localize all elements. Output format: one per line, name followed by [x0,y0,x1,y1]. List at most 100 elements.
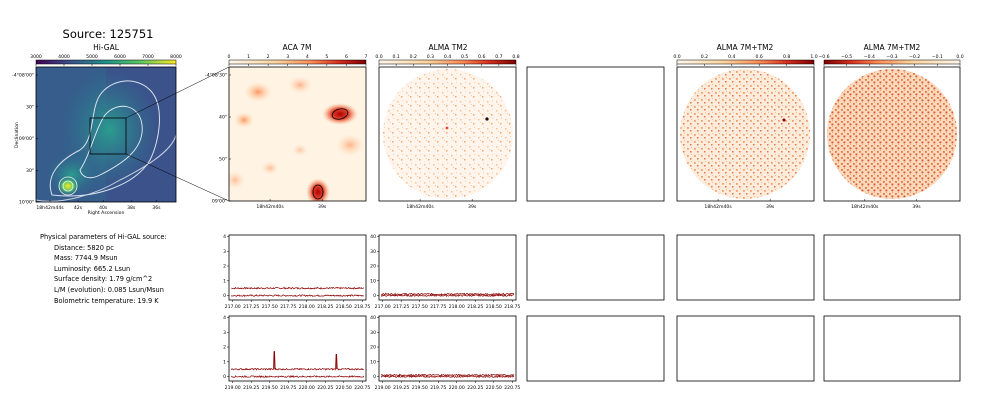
x-tick-label: 217.25 [393,304,409,310]
x-tick-label: 217.75 [430,304,446,310]
primary-beam-disk [680,69,810,199]
param-distance: Distance: 5820 pc [54,243,114,252]
colorbar-tick-label: 4 [306,54,309,60]
ra-tick-label: 36s [152,205,161,211]
colorbar-ticks: 0.0 0.1 0.2 0.3 0.4 0.5 0.6 0.7 0.8 [375,54,520,66]
axes-frame [228,315,367,382]
point-source [782,118,786,122]
spectrum-series-line [380,294,514,298]
y-tick-label: 4 [223,234,226,240]
colorbar-tick-label: 5000 [86,54,98,60]
ra-tick-label: 18h42m44s [36,205,64,211]
x-tick-label: 220.50 [486,385,502,391]
physical-parameters: Physical parameters of Hi-GAL source: Di… [40,232,167,306]
colorbar-ticks: 0.0 0.2 0.4 0.6 0.8 1.0 [673,54,818,66]
spectrum-tm2-spw2: 219.00 219.25 219.50 219.75 220.00 220.25 220.… [370,315,520,391]
y-tick-label: 0 [223,374,226,380]
y-tick-label: 20 [370,264,376,270]
colorbar-tick-label: 0.2 [701,54,708,60]
ra-tick-labels: 18h42m40s 39s [851,199,921,210]
param-mass: Mass: 7744.9 Msun [54,254,118,263]
x-tick-label: 220.25 [317,385,333,391]
axes-frame [378,234,517,301]
colorbar-ticks: 3000 4000 5000 6000 7000 8000 [30,54,182,66]
aca-image [229,67,366,201]
ra-tick-label: 39s [766,204,775,210]
x-tick-label: 220.75 [354,385,370,391]
x-tick-label: 219.25 [243,385,259,391]
ra-tick-label: 39s [912,204,921,210]
colorbar-tick-label: 0.8 [512,54,519,60]
colorbar-tick-label: 0 [228,54,231,60]
ra-tick-labels: 18h42m44s 42s 40s 38s 36s [36,200,161,211]
colorbar-tick-label: 5 [325,54,328,60]
y-tick-label: 1 [223,278,226,284]
ra-tick-label: 18h42m40s [704,204,732,210]
spectrum-aca-spw1: 217.00 217.25 217.50 217.75 218.00 218.25 218.… [223,234,370,310]
y-tick-label: 10 [370,359,376,365]
x-tick-label: 218.00 [449,304,465,310]
dec-tick-label: -4°08'30" [205,73,227,79]
dec-tick-label: 40" [219,115,227,121]
param-surface-density: Surface density: 1.79 g/cm^2 [54,275,153,284]
colorbar-tick-label: 0.2 [410,54,417,60]
y-tick-label: 3 [223,330,226,336]
y-tick-label: 0 [373,293,376,299]
colorbar [824,60,960,64]
map-panel-higal: Hi-GAL 3000 4000 5000 6000 7000 8000 18h42m44… [12,43,182,216]
ra-tick-label: 40s [99,205,108,211]
params-heading: Physical parameters of Hi-GAL source: [40,233,167,241]
colorbar-tick-label: 0.6 [478,54,485,60]
spectrum-series-line [230,375,365,379]
y-tick-label: 10 [370,278,376,284]
colorbar-tick-label: 6000 [114,54,126,60]
colorbar-tick-label: 0.3 [427,54,434,60]
ra-tick-label: 39s [468,204,477,210]
x-tick-label: 220.00 [299,385,315,391]
colorbar [379,60,516,64]
colorbar-tick-label: 0.0 [956,54,963,60]
colorbar-tick-label: 0.0 [375,54,382,60]
x-tick-label: 218.75 [354,304,370,310]
spectrum-series-line [230,294,364,298]
y-tick-label: 40 [370,234,376,240]
map-title: ALMA TM2 [428,43,467,52]
y-tick-label: 40 [370,315,376,321]
zoom-line [125,66,230,119]
x-tick-label: 219.25 [393,385,409,391]
ra-tick-labels: 18h42m40s 39s [256,199,327,210]
x-tick-label: 218.25 [317,304,333,310]
dec-tick-label: 50" [219,157,227,163]
x-tick-label: 219.75 [430,385,446,391]
colorbar-tick-label: 1.0 [810,54,817,60]
ra-tick-labels: 18h42m40s 39s [704,199,775,210]
x-tick-label: 220.50 [336,385,352,391]
colorbar-frame [676,59,815,65]
colorbar-tick-label: 0.4 [444,54,451,60]
colorbar-tick-label: 0.4 [728,54,735,60]
param-lm-ratio: L/M (evolution): 0.085 Lsun/Msun [54,285,164,294]
figure-title: Source: 125751 [63,27,154,41]
colorbar-tick-label: 7 [365,54,368,60]
y-tick-label: 30 [370,249,376,255]
colorbar-tick-label: 7000 [142,54,154,60]
x-tick-label: 219.50 [262,385,278,391]
y-tick-label: 2 [223,264,226,270]
x-tick-label: 220.00 [449,385,465,391]
colorbar-tick-label: −0.3 [886,54,897,60]
colorbar-tick-label: 1 [247,54,250,60]
axes-frame [228,234,367,301]
yaxis-label: Declination [14,122,20,148]
y-tick-label: 2 [223,345,226,351]
dec-tick-labels: -4°08'00" 30" 09'00" 30" 10'00" [12,73,38,206]
colorbar-tick-label: 8000 [170,54,182,60]
param-luminosity: Luminosity: 665.2 Lsun [54,264,131,273]
spectrum-tm2-spw1: 217.00 217.25 217.50 217.75 218.00 218.25 218.… [370,234,520,310]
dec-tick-label: -4°08'00" [12,73,34,79]
zoom-line [125,153,230,202]
x-tick-label: 218.75 [504,304,520,310]
primary-beam-disk [383,69,513,199]
primary-beam-disk [827,69,957,199]
point-source [445,126,449,130]
